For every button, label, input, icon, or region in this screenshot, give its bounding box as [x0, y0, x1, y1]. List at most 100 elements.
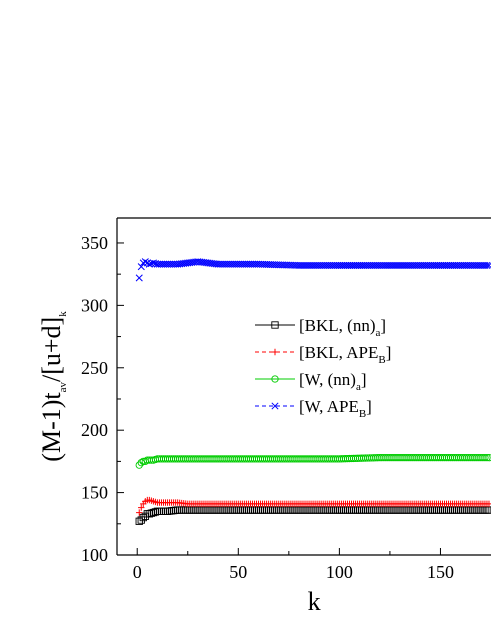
data-point: [287, 506, 295, 514]
data-point: [370, 506, 378, 514]
data-point: [137, 263, 145, 271]
data-point: [319, 506, 327, 514]
legend-label: [W, (nn)a]: [299, 370, 367, 393]
x-tick-label: 0: [133, 562, 142, 582]
legend-item: [BKL, (nn)a]: [255, 316, 386, 339]
y-axis-label-part-1: (M-1)t: [37, 392, 66, 462]
data-point: [479, 506, 487, 514]
data-point: [315, 506, 323, 514]
data-point: [317, 506, 325, 514]
data-point: [188, 506, 196, 514]
data-point: [465, 506, 473, 514]
data-point: [135, 274, 143, 282]
data-point: [313, 506, 321, 514]
data-point: [396, 506, 404, 514]
data-point: [279, 506, 287, 514]
data-point: [428, 506, 437, 514]
data-point: [208, 506, 216, 514]
data-point: [335, 506, 344, 514]
data-point: [400, 506, 408, 514]
data-point: [430, 506, 439, 514]
data-point: [236, 506, 244, 514]
data-point: [182, 506, 190, 514]
data-point: [481, 453, 489, 462]
data-point: [157, 507, 166, 515]
data-point: [452, 506, 461, 514]
data-point: [327, 506, 335, 514]
data-point: [355, 506, 364, 514]
data-point: [163, 507, 172, 515]
data-point: [469, 506, 477, 514]
data-point: [137, 516, 145, 524]
data-point: [248, 506, 257, 514]
data-point: [145, 260, 153, 268]
data-point: [345, 506, 354, 514]
y-tick-label: 200: [81, 420, 108, 440]
data-point: [394, 506, 402, 514]
data-point: [374, 506, 382, 514]
series-3: [135, 453, 491, 469]
y-tick-label: 100: [81, 545, 108, 565]
data-point: [351, 506, 360, 514]
data-point: [321, 506, 329, 514]
data-point: [412, 506, 420, 514]
data-point: [176, 506, 184, 514]
data-point: [139, 513, 147, 522]
data-point: [277, 506, 285, 514]
data-point: [190, 506, 198, 514]
data-point: [273, 506, 281, 514]
data-point: [232, 506, 240, 514]
x-tick-label: 150: [427, 562, 454, 582]
data-point: [244, 506, 253, 514]
x-axis-label: k: [308, 587, 321, 616]
legend-marker: [271, 375, 279, 383]
data-point: [485, 261, 491, 269]
data-point: [309, 506, 317, 514]
data-point: [178, 506, 186, 514]
data-point: [216, 506, 224, 514]
y-axis-label-sub-2: k: [57, 311, 69, 317]
data-point: [475, 506, 483, 514]
data-point: [436, 506, 445, 514]
data-point: [250, 506, 259, 514]
data-point: [161, 507, 170, 515]
series-2: [136, 496, 491, 516]
data-point: [376, 506, 384, 514]
data-point: [329, 506, 337, 514]
series-4: [135, 258, 491, 282]
data-point: [444, 506, 453, 514]
data-point: [299, 506, 307, 514]
y-axis-label-part-2: /[u+d]: [37, 317, 66, 382]
data-point: [485, 500, 491, 508]
data-point: [271, 506, 279, 514]
data-point: [192, 506, 200, 514]
legend-item: [W, APEB]: [255, 397, 372, 420]
data-point: [331, 506, 339, 514]
data-point: [384, 506, 392, 514]
legend-marker: [271, 348, 279, 356]
data-point: [212, 506, 220, 514]
data-point: [323, 506, 331, 514]
data-point: [461, 506, 469, 514]
data-point: [264, 506, 273, 514]
data-point: [246, 506, 255, 514]
x-tick-label: 50: [229, 562, 247, 582]
y-tick-label: 300: [81, 295, 108, 315]
data-point: [372, 506, 380, 514]
data-point: [448, 506, 457, 514]
data-point: [463, 506, 471, 514]
data-point: [406, 506, 414, 514]
y-axis-label-sub-1: av: [57, 382, 69, 393]
data-point: [159, 507, 168, 515]
data-point: [184, 506, 192, 514]
data-point: [262, 506, 271, 514]
data-point: [311, 506, 319, 514]
data-point: [483, 453, 491, 462]
legend-label: [BKL, APEB]: [299, 343, 391, 366]
data-point: [283, 506, 291, 514]
data-point: [137, 458, 145, 467]
axes: 100 150 200 250 300 350 0 50 100 150: [81, 217, 491, 582]
data-point: [256, 506, 265, 514]
data-point: [368, 506, 376, 514]
